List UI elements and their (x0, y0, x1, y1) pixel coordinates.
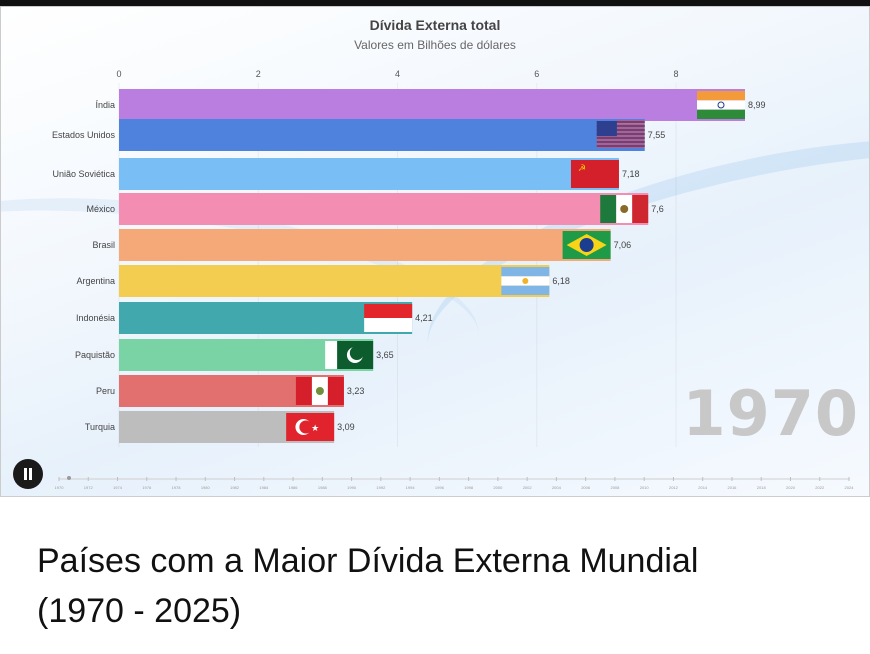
bar-2 (119, 158, 619, 190)
timeline-tick-label: 1988 (318, 485, 328, 490)
category-label: União Soviética (52, 169, 115, 179)
usa-flag (596, 121, 645, 147)
ussr-flag: ☭ (570, 160, 619, 188)
svg-text:★: ★ (311, 423, 319, 433)
category-label: Indonésia (76, 313, 115, 323)
pause-icon-bar (29, 468, 32, 480)
timeline-tick-label: 2014 (698, 485, 708, 490)
pakistan-flag (325, 341, 374, 369)
bar-3 (119, 193, 649, 225)
timeline-tick-label: 1970 (55, 485, 65, 490)
timeline-tick-label: 2006 (581, 485, 591, 490)
bar-0 (119, 89, 745, 121)
turkey-flag: ★ (286, 413, 335, 441)
timeline-tick-label: 1996 (435, 485, 445, 490)
timeline-tick-label: 1980 (201, 485, 211, 490)
video-player[interactable]: Dívida Externa total Valores em Bilhões … (0, 6, 870, 497)
timeline-tick-label: 2010 (640, 485, 650, 490)
mexico-flag (600, 195, 649, 223)
timeline-tick-label: 2012 (669, 485, 679, 490)
video-caption: Países com a Maior Dívida Externa Mundia… (37, 536, 857, 636)
bar-1 (119, 119, 645, 151)
x-tick-label: 0 (116, 69, 121, 79)
timeline-tick-label: 2008 (610, 485, 620, 490)
value-label: 3,65 (376, 350, 394, 360)
value-label: 4,21 (415, 313, 433, 323)
category-label: México (86, 204, 115, 214)
x-tick-label: 8 (674, 69, 679, 79)
year-display: 1970 (682, 377, 859, 450)
bar-6 (119, 302, 413, 334)
timeline-tick-label: 2020 (786, 485, 796, 490)
pause-button[interactable] (13, 459, 43, 489)
value-label: 8,99 (748, 100, 766, 110)
value-label: 7,06 (614, 240, 632, 250)
timeline-tick-label: 1986 (289, 485, 299, 490)
timeline-tick-label: 2002 (523, 485, 533, 490)
value-label: 6,18 (552, 276, 570, 286)
timeline-tick-label: 2024 (845, 485, 855, 490)
value-label: 7,55 (648, 130, 666, 140)
category-label: Brasil (92, 240, 115, 250)
indonesia-flag (364, 304, 413, 332)
category-label: Peru (96, 386, 115, 396)
timeline-tick-label: 1984 (259, 485, 269, 490)
x-tick-label: 4 (395, 69, 400, 79)
category-label: Índia (95, 100, 115, 110)
timeline-tick-label: 1982 (230, 485, 240, 490)
timeline-tick-label: 1978 (172, 485, 182, 490)
timeline-tick-label: 1976 (142, 485, 152, 490)
india-flag (697, 91, 745, 119)
bar-4 (119, 229, 611, 261)
category-label: Argentina (76, 276, 115, 286)
timeline-tick-label: 1994 (406, 485, 416, 490)
timeline-playhead (67, 476, 71, 480)
timeline-tick-label: 1972 (84, 485, 94, 490)
brazil-flag (562, 231, 611, 259)
timeline-tick-label: 2018 (757, 485, 767, 490)
category-label: Turquia (85, 422, 115, 432)
timeline-tick-label: 2022 (815, 485, 825, 490)
x-tick-label: 2 (256, 69, 261, 79)
timeline-tick-label: 1990 (347, 485, 357, 490)
peru-flag (295, 377, 344, 405)
bar-chart: 0 2 4 6 8 Índia 8,99 Estados Unidos 7,55 União So… (52, 69, 855, 490)
timeline-tick-label: 1974 (113, 485, 123, 490)
caption-line-2: (1970 - 2025) (37, 592, 242, 630)
category-label: Estados Unidos (52, 130, 116, 140)
svg-text:☭: ☭ (578, 163, 586, 173)
chart-title: Dívida Externa total (369, 17, 501, 33)
pause-icon (24, 468, 27, 480)
chart-subtitle: Valores em Bilhões de dólares (354, 38, 516, 52)
timeline-tick-label: 2000 (493, 485, 503, 490)
value-label: 3,09 (337, 422, 355, 432)
value-label: 3,23 (347, 386, 365, 396)
argentina-flag (501, 267, 550, 295)
value-label: 7,18 (622, 169, 640, 179)
category-label: Paquistão (75, 350, 115, 360)
timeline-tick-label: 1998 (464, 485, 474, 490)
timeline-tick-label: 2016 (728, 485, 738, 490)
value-label: 7,6 (651, 204, 664, 214)
bar-5 (119, 265, 550, 297)
x-tick-label: 6 (534, 69, 539, 79)
caption-line-1: Países com a Maior Dívida Externa Mundia… (37, 542, 699, 580)
timeline-tick-label: 2004 (552, 485, 562, 490)
top-edge (0, 0, 870, 6)
timeline-tick-label: 1992 (376, 485, 386, 490)
